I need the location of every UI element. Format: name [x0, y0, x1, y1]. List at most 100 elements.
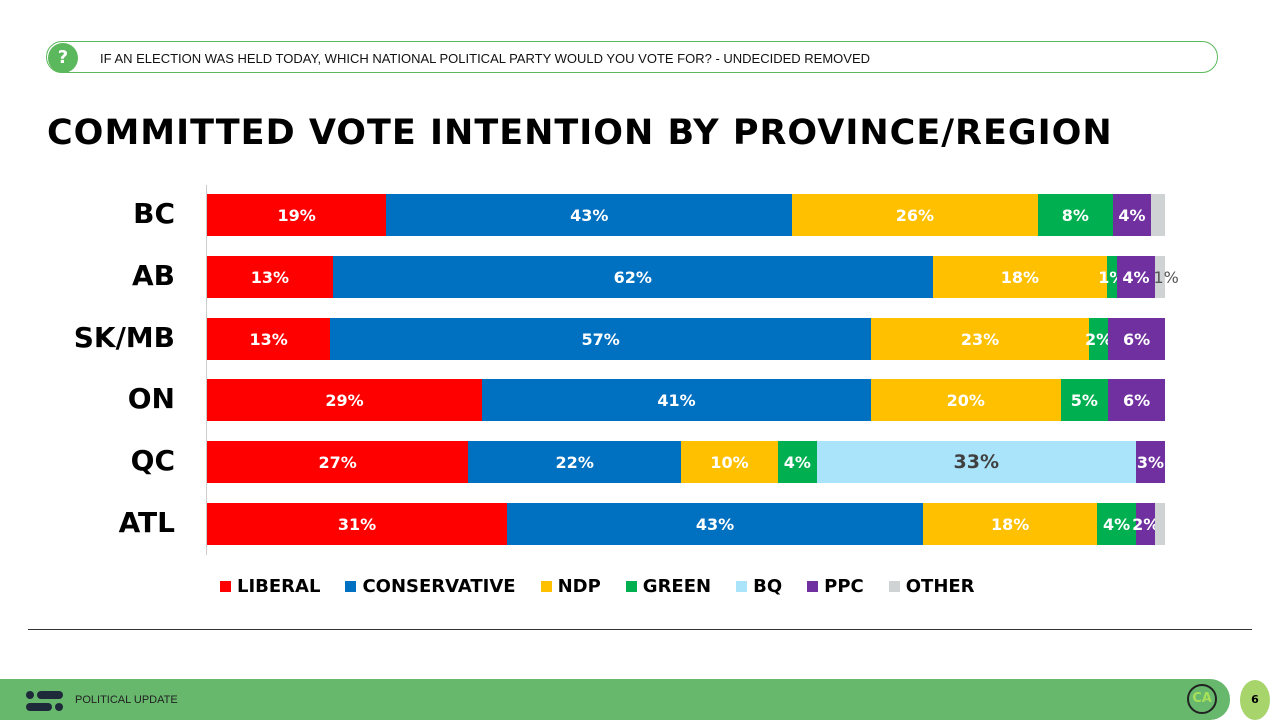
- data-label: 13%: [250, 267, 290, 287]
- bar-segment-liberal: 31%: [207, 503, 507, 545]
- bar-segment-ppc: 6%: [1108, 379, 1165, 421]
- bar-segment-green: 5%: [1060, 379, 1109, 421]
- legend-swatch: [540, 581, 552, 592]
- bar-segment-ndp: 18%: [932, 256, 1107, 298]
- legend-label: LIBERAL: [237, 576, 321, 597]
- category-label: AB: [131, 259, 175, 292]
- bar-segment-liberal: 19%: [207, 194, 387, 236]
- chart-title: COMMITTED VOTE INTENTION BY PROVINCE/REG…: [47, 113, 1113, 153]
- bar-segment-other: [1155, 503, 1165, 545]
- bar-segment-conservative: 57%: [330, 318, 871, 360]
- data-label: 18%: [1000, 267, 1039, 287]
- bar-segment-liberal: 29%: [207, 379, 483, 421]
- data-label: 27%: [318, 452, 357, 472]
- legend-swatch: [345, 581, 357, 592]
- bar-segment-liberal: 13%: [207, 318, 331, 360]
- data-label: 2%: [1085, 329, 1113, 349]
- data-label: 41%: [657, 390, 696, 410]
- legend-swatch: [888, 581, 900, 592]
- legend-swatch: [736, 581, 748, 592]
- chart-legend: LIBERAL CONSERVATIVE NDP GREEN BQ PPC OTHER: [220, 576, 1000, 597]
- data-label: 23%: [960, 329, 1000, 349]
- bar-segment-liberal: 27%: [207, 441, 469, 483]
- bar-segment-ndp: 26%: [792, 194, 1038, 236]
- question-banner: [46, 41, 1218, 73]
- category-label: ON: [127, 382, 175, 415]
- data-label: 4%: [783, 452, 811, 472]
- legend-label: PPC: [824, 576, 864, 597]
- data-label: 62%: [613, 267, 652, 287]
- data-label: 3%: [1136, 452, 1165, 472]
- legend-label: OTHER: [905, 576, 975, 597]
- question-mark-icon: ?: [48, 43, 78, 73]
- footer-label: POLITICAL UPDATE: [75, 694, 178, 706]
- data-label: 4%: [1103, 514, 1131, 534]
- legend-label: GREEN: [642, 576, 712, 597]
- data-label: 6%: [1122, 390, 1151, 410]
- data-label: 6%: [1122, 329, 1151, 349]
- data-label: 43%: [695, 514, 735, 534]
- data-label: 13%: [249, 329, 288, 349]
- data-label: 33%: [953, 451, 1000, 473]
- bar-segment-conservative: 43%: [386, 194, 793, 236]
- data-label: 5%: [1070, 390, 1098, 410]
- bar-segment-liberal: 13%: [207, 256, 333, 298]
- bar-segment-green: 2%: [1085, 318, 1112, 360]
- bar-segment-green: 4%: [777, 441, 817, 483]
- legend-label: NDP: [557, 576, 601, 597]
- legend-item: GREEN: [625, 576, 712, 597]
- bar-segment-ndp: 10%: [681, 441, 778, 483]
- data-label: 29%: [325, 390, 364, 410]
- legend-item: NDP: [540, 576, 601, 597]
- page-number: 6: [1240, 680, 1270, 720]
- bar-segment-green: 4%: [1097, 503, 1136, 545]
- bar-segment-ndp: 18%: [923, 503, 1098, 545]
- bar-segment-other: 1%: [1153, 256, 1179, 298]
- legend-swatch: [807, 581, 819, 592]
- data-label: 10%: [710, 452, 749, 472]
- data-label: 18%: [991, 514, 1030, 534]
- ca-logo: CA: [1187, 684, 1217, 714]
- legend-label: CONSERVATIVE: [362, 576, 516, 597]
- legend-item: PPC: [807, 576, 864, 597]
- bar-segment-conservative: 22%: [468, 441, 682, 483]
- bar-segment-conservative: 43%: [506, 503, 924, 545]
- bar-segment-ndp: 23%: [870, 318, 1090, 360]
- bar-segment-ppc: 6%: [1108, 318, 1165, 360]
- data-label: 8%: [1061, 205, 1089, 225]
- legend-item: OTHER: [888, 576, 975, 597]
- bar-segment-bq: 33%: [816, 441, 1136, 483]
- data-label: 2%: [1132, 514, 1160, 534]
- data-label: 1%: [1153, 267, 1179, 287]
- bar-segment-other: [1150, 194, 1165, 236]
- data-label: 43%: [570, 205, 609, 225]
- category-label: BC: [133, 197, 175, 230]
- data-label: 19%: [277, 205, 316, 225]
- category-label: QC: [130, 444, 175, 477]
- data-label: 4%: [1118, 205, 1146, 225]
- bar-segment-conservative: 41%: [482, 379, 871, 421]
- bar-segment-ndp: 20%: [870, 379, 1061, 421]
- bar-segment-conservative: 62%: [332, 256, 933, 298]
- category-label: ATL: [118, 506, 175, 539]
- data-label: 20%: [946, 390, 985, 410]
- data-label: 4%: [1122, 267, 1150, 287]
- data-label: 57%: [581, 329, 620, 349]
- data-label: 26%: [895, 205, 935, 225]
- bar-segment-ppc: 4%: [1116, 256, 1156, 298]
- bar-segment-ppc: 2%: [1132, 503, 1159, 545]
- category-axis-line: [206, 185, 207, 555]
- bar-segment-ppc: 3%: [1135, 441, 1165, 483]
- footer-bar: [0, 679, 1230, 720]
- legend-swatch: [625, 581, 637, 592]
- question-text: IF AN ELECTION WAS HELD TODAY, WHICH NAT…: [100, 51, 871, 66]
- brand-logo-icon: [26, 691, 63, 711]
- data-label: 31%: [337, 514, 377, 534]
- bar-segment-green: 1%: [1098, 256, 1125, 298]
- legend-label: BQ: [753, 576, 783, 597]
- legend-item: BQ: [736, 576, 782, 597]
- divider: [28, 629, 1252, 630]
- legend-item: LIBERAL: [220, 576, 320, 597]
- bar-segment-ppc: 4%: [1113, 194, 1151, 236]
- bar-segment-green: 8%: [1037, 194, 1114, 236]
